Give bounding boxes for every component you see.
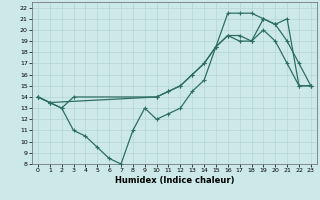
X-axis label: Humidex (Indice chaleur): Humidex (Indice chaleur) (115, 176, 234, 185)
